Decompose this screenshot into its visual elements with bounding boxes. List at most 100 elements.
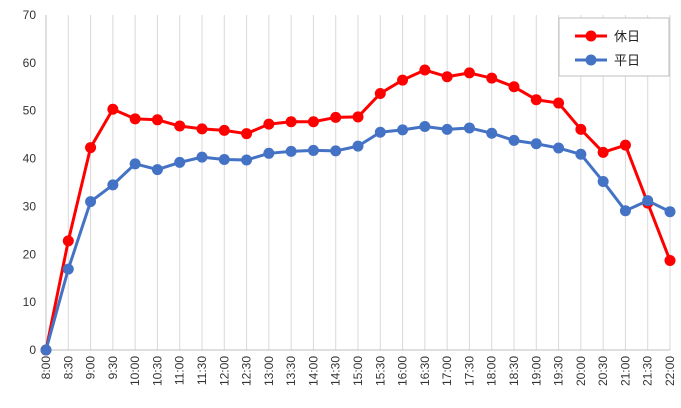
y-tick-label: 20 — [23, 247, 37, 261]
data-point — [62, 263, 74, 275]
data-point — [508, 81, 520, 93]
data-point — [575, 123, 587, 135]
data-point — [441, 123, 453, 135]
x-tick-label: 12:00 — [217, 356, 231, 386]
x-tick-label: 11:30 — [195, 356, 209, 385]
x-tick-label: 15:30 — [373, 356, 387, 386]
data-point — [575, 148, 587, 160]
data-point — [463, 67, 475, 79]
grid-lines — [67, 15, 671, 350]
data-point — [263, 147, 275, 159]
x-tick-label: 11:00 — [173, 356, 187, 385]
y-tick-label: 40 — [23, 152, 37, 166]
x-tick-label: 13:30 — [284, 356, 298, 386]
data-point — [619, 139, 631, 151]
data-point — [664, 206, 676, 218]
data-point — [85, 196, 97, 208]
data-point — [151, 114, 163, 126]
data-point — [553, 142, 565, 154]
data-point — [530, 138, 542, 150]
x-tick-label: 8:30 — [61, 356, 75, 380]
data-point — [330, 145, 342, 157]
data-point — [85, 142, 97, 154]
data-point — [397, 124, 409, 136]
x-tick-label: 21:30 — [641, 356, 655, 386]
data-point — [241, 128, 253, 140]
data-point — [241, 154, 253, 166]
data-point — [218, 124, 230, 136]
data-point — [374, 87, 386, 99]
data-point — [397, 74, 409, 86]
data-point — [107, 179, 119, 191]
data-point — [419, 64, 431, 76]
data-point — [352, 140, 364, 152]
data-point — [129, 158, 141, 170]
data-point — [196, 151, 208, 163]
y-tick-label: 30 — [23, 199, 37, 213]
x-tick-label: 16:30 — [418, 356, 432, 386]
data-point — [263, 118, 275, 130]
legend-marker-holiday — [585, 30, 597, 42]
data-point — [553, 97, 565, 109]
data-point — [151, 164, 163, 176]
data-point — [129, 113, 141, 125]
x-tick-label: 10:30 — [150, 356, 164, 386]
x-tick-label: 9:30 — [106, 356, 120, 380]
legend-label-holiday: 休日 — [614, 30, 640, 45]
data-point — [174, 120, 186, 132]
data-point — [441, 71, 453, 83]
data-point — [419, 121, 431, 133]
data-point — [196, 123, 208, 135]
data-point — [463, 122, 475, 134]
x-tick-label: 17:30 — [462, 356, 476, 386]
axes — [45, 15, 670, 351]
data-point — [218, 154, 230, 166]
data-point — [619, 205, 631, 217]
series-layer — [40, 64, 676, 356]
data-point — [352, 111, 364, 123]
data-point — [40, 344, 52, 356]
x-tick-label: 21:00 — [618, 356, 632, 386]
data-point — [642, 195, 654, 207]
legend: 休日 平日 — [558, 17, 670, 77]
x-tick-label: 22:00 — [663, 356, 677, 386]
x-tick-label: 14:00 — [306, 356, 320, 386]
data-point — [307, 144, 319, 156]
data-point — [307, 116, 319, 128]
legend-label-weekday: 平日 — [614, 54, 640, 69]
x-tick-label: 16:00 — [396, 356, 410, 386]
x-tick-label: 12:30 — [240, 356, 254, 386]
legend-box — [558, 17, 670, 77]
x-tick-label: 20:30 — [596, 356, 610, 386]
data-point — [597, 176, 609, 188]
data-point — [107, 103, 119, 115]
data-point — [530, 94, 542, 106]
y-tick-label: 60 — [23, 56, 37, 70]
data-point — [174, 156, 186, 168]
data-point — [664, 255, 676, 267]
data-point — [597, 146, 609, 158]
x-tick-label: 15:00 — [351, 356, 365, 386]
x-tick-label: 18:00 — [485, 356, 499, 386]
x-tick-label: 14:30 — [329, 356, 343, 386]
data-point — [508, 134, 520, 146]
y-tick-label: 70 — [23, 8, 37, 22]
data-point — [285, 145, 297, 157]
x-tick-label: 17:00 — [440, 356, 454, 386]
data-point — [486, 127, 498, 139]
data-point — [62, 235, 74, 247]
x-tick-label: 18:30 — [507, 356, 521, 386]
data-point — [486, 72, 498, 84]
series-1 — [40, 121, 676, 356]
x-tick-label: 13:00 — [262, 356, 276, 386]
data-point — [330, 111, 342, 123]
data-point — [374, 126, 386, 138]
y-tick-label: 0 — [29, 343, 36, 357]
y-tick-label: 10 — [23, 295, 37, 309]
x-tick-label: 20:00 — [574, 356, 588, 386]
y-tick-labels: 0 10 20 30 40 50 60 70 — [23, 8, 37, 357]
x-tick-label: 10:00 — [128, 356, 142, 386]
x-tick-label: 19:30 — [552, 356, 566, 386]
